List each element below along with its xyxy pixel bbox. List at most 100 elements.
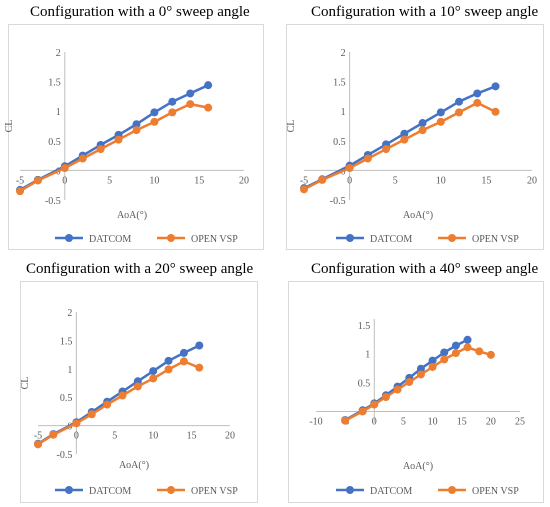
x-axis-label: AoA(°) [119,460,149,471]
x-tick-label: -10 [309,416,322,427]
data-point-openvsp [473,98,482,107]
data-point-openvsp [363,154,372,163]
chart-title: Configuration with a 10° sweep angle [311,4,539,20]
data-point-datcom [440,348,449,357]
data-point-datcom [418,119,427,128]
legend-label: OPEN VSP [472,234,519,245]
data-point-openvsp [49,430,58,439]
y-tick-label: 1 [341,107,346,118]
data-point-datcom [463,335,472,344]
data-point-datcom [428,356,437,365]
data-point-openvsp [87,410,96,419]
data-point-openvsp [418,126,427,135]
chart-panel-sweep-20: Configuration with a 20° sweep angle -5 0… [0,257,270,507]
y-tick-label: 2 [56,48,61,59]
x-axis-label: AoA(°) [403,210,433,221]
data-point-openvsp [416,370,425,379]
x-tick-label: 0 [347,175,352,186]
data-point-openvsp [204,103,213,112]
data-point-openvsp [179,357,188,366]
legend-marker [167,486,175,494]
y-tick-label: 2 [67,308,72,319]
data-point-openvsp [345,164,354,173]
data-point-openvsp [382,145,391,154]
x-tick-label: -5 [34,431,42,442]
data-point-openvsp [486,350,495,359]
data-point-openvsp [78,154,87,163]
x-tick-label: 5 [107,175,112,186]
data-point-datcom [436,108,445,117]
data-point-datcom [164,356,173,365]
data-point-openvsp [149,374,158,383]
data-point-openvsp [72,419,81,428]
legend-marker [448,486,456,494]
data-point-openvsp [428,362,437,371]
y-axis-label: CL [286,120,297,133]
data-point-openvsp [381,393,390,401]
y-tick-label: 1.5 [48,78,61,89]
data-point-openvsp [318,175,327,184]
y-tick-label: -0.5 [57,450,73,461]
data-point-openvsp [114,135,123,144]
data-point-openvsp [132,126,141,135]
x-tick-label: 5 [112,431,117,442]
legend-marker [346,486,354,494]
data-point-openvsp [440,355,449,364]
data-point-openvsp [455,108,464,117]
data-point-openvsp [103,400,112,409]
x-tick-label: 10 [148,431,158,442]
legend-label: DATCOM [370,486,412,497]
x-tick-label: 20 [225,431,235,442]
x-tick-label: 10 [428,416,438,427]
data-point-openvsp [475,347,484,356]
data-point-openvsp [186,100,195,109]
x-tick-label: 5 [401,416,406,427]
y-tick-label: 1 [56,107,61,118]
data-point-datcom [186,89,195,98]
data-point-datcom [451,341,460,350]
data-point-datcom [400,129,409,138]
x-tick-label: 10 [436,175,446,186]
y-tick-label: 1.5 [60,336,73,347]
x-axis-label: AoA(°) [403,461,433,472]
legend-marker [65,486,73,494]
y-tick-label: 0.5 [48,137,61,148]
data-point-datcom [150,108,159,117]
data-point-datcom [473,89,482,98]
legend-marker [167,234,175,242]
chart-frame [286,24,544,250]
x-axis-label: AoA(°) [117,210,147,221]
legend-marker [65,234,73,242]
x-tick-label: -5 [16,175,24,186]
data-point-openvsp [463,343,472,352]
chart-panel-sweep-40: Configuration with a 40° sweep angle -10… [278,257,550,507]
x-tick-label: 5 [393,175,398,186]
x-tick-label: -5 [300,175,308,186]
data-point-openvsp [133,382,142,391]
x-tick-label: 20 [527,175,537,186]
chart-title: Configuration with a 20° sweep angle [26,261,254,277]
legend-label: OPEN VSP [191,234,238,245]
data-point-openvsp [33,176,42,185]
legend-label: OPEN VSP [472,486,519,497]
data-point-openvsp [491,107,500,116]
y-tick-label: -0.5 [45,196,61,207]
data-point-openvsp [150,117,159,126]
chart-title: Configuration with a 40° sweep angle [311,261,539,277]
data-point-datcom [132,120,141,129]
y-tick-label: 1.5 [358,321,371,332]
data-point-openvsp [60,164,69,173]
chart-title: Configuration with a 0° sweep angle [30,4,250,20]
chart-panel-sweep-0: Configuration with a 0° sweep angle -5 0 5… [0,0,270,255]
y-tick-label: 0.5 [333,137,346,148]
data-point-openvsp [168,108,177,117]
data-point-openvsp [118,391,127,400]
y-tick-label: 0.5 [358,379,371,390]
y-tick-label: 0.5 [60,393,73,404]
data-point-datcom [179,348,188,357]
data-point-openvsp [436,117,445,126]
legend-label: OPEN VSP [191,486,238,497]
